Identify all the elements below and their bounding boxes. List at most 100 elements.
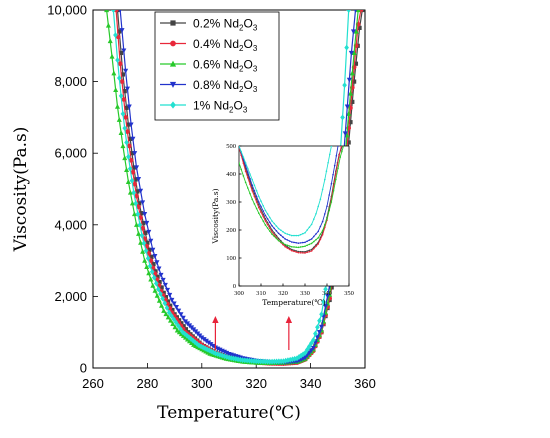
inset-series-point xyxy=(328,209,331,212)
main-series-point xyxy=(129,177,135,184)
main-series-point xyxy=(178,325,183,332)
inset-series-point xyxy=(258,204,260,206)
main-series-point xyxy=(155,274,160,279)
main-series-point xyxy=(154,260,160,266)
legend-marker xyxy=(169,81,177,88)
inset-series-point xyxy=(280,229,282,231)
main-axis-ticks: 260 280 300 320 340 360 0 2,000 4,000 6,000 8,000 1… xyxy=(47,3,376,392)
main-series-point xyxy=(313,330,318,337)
inset-series-point xyxy=(310,250,313,252)
main-series-point xyxy=(311,337,316,344)
main-series-point xyxy=(125,179,131,184)
main-series-point xyxy=(251,358,257,364)
inset-series-point xyxy=(297,246,300,249)
inset-series-point xyxy=(255,198,258,200)
inset-series-point xyxy=(315,238,317,241)
main-series-point xyxy=(160,277,166,283)
inset-series-point xyxy=(330,201,333,203)
main-series-point xyxy=(129,151,135,156)
inset-series-point xyxy=(306,240,309,242)
inset-series-point xyxy=(262,215,265,218)
main-series-point xyxy=(141,240,147,247)
main-series-point xyxy=(118,10,122,13)
inset-series-point xyxy=(340,146,343,147)
main-series-point xyxy=(130,136,136,142)
main-series-point xyxy=(203,338,209,344)
inset-series-point xyxy=(327,162,329,164)
inset-series-point xyxy=(339,156,342,158)
main-series-point xyxy=(124,86,130,92)
main-series-point xyxy=(194,340,200,347)
inset-series-point xyxy=(299,242,302,244)
main-series-point xyxy=(148,238,154,244)
inset-series-point xyxy=(249,192,251,195)
inset-series-point xyxy=(295,250,298,252)
inset-series-point xyxy=(291,241,293,243)
main-series-point xyxy=(168,303,173,308)
inset-series-point xyxy=(284,238,287,240)
inset-series-point xyxy=(264,224,267,226)
inset-series-point xyxy=(260,216,262,218)
main-series-point xyxy=(162,282,168,288)
inset-series-point xyxy=(247,167,249,170)
inset-series-point xyxy=(308,249,311,252)
main-series-point xyxy=(350,29,356,35)
inset-series-point xyxy=(262,213,265,215)
legend-label: 0.2% Nd2O3 xyxy=(193,17,258,33)
inset-series-point xyxy=(247,187,249,189)
inset-series-point xyxy=(286,233,289,235)
main-x-tick-label: 360 xyxy=(354,376,376,391)
main-series-point xyxy=(135,189,140,194)
main-series-point xyxy=(210,343,216,349)
legend-item: 0.4% Nd2O3 xyxy=(160,37,258,53)
inset-series-point xyxy=(324,178,326,181)
inset-series-point xyxy=(293,246,295,248)
legend-marker xyxy=(170,20,176,26)
inset-series-point xyxy=(317,230,320,233)
inset-series-point xyxy=(293,234,295,237)
legend-marker xyxy=(170,40,176,47)
inset-series-point xyxy=(239,162,240,164)
legend: 0.2% Nd2O3 0.4% Nd2O3 0.6% Nd2O3 0.8% Nd2O3… xyxy=(154,11,280,121)
inset-series-point xyxy=(255,195,258,198)
main-series-point xyxy=(150,247,156,253)
inset-series-point xyxy=(271,229,273,231)
inset-y-tick-label: 200 xyxy=(226,227,236,234)
main-series-point xyxy=(114,103,120,109)
inset-series-group xyxy=(239,146,345,254)
inset-series-point xyxy=(313,235,315,238)
main-series-point xyxy=(119,50,124,56)
inset-series-point xyxy=(315,245,317,248)
main-series-point xyxy=(318,324,324,330)
inset-series-point xyxy=(273,235,276,238)
inset-series-point xyxy=(242,156,245,158)
main-series-point xyxy=(142,257,148,263)
inset-series-point xyxy=(336,164,339,166)
inset-series-point xyxy=(275,237,278,240)
main-series-point xyxy=(134,165,140,171)
main-series-point xyxy=(109,53,115,59)
legend-marker xyxy=(170,101,176,109)
inset-series-point xyxy=(297,250,300,253)
inset-series-point xyxy=(271,220,273,222)
main-x-tick-label: 260 xyxy=(82,376,104,391)
inset-series-point xyxy=(266,218,269,220)
main-series-point xyxy=(126,104,132,110)
main-series-point xyxy=(145,240,150,245)
main-series-point xyxy=(124,105,129,110)
inset-series-point xyxy=(306,244,309,247)
arrow-head xyxy=(285,316,293,323)
inset-series-point xyxy=(284,232,287,235)
inset-y-axis-title: Viscosity(Pa.s) xyxy=(211,188,220,244)
inset-series-point xyxy=(247,171,249,173)
main-series-point xyxy=(139,211,144,216)
inset-series-point xyxy=(315,212,317,215)
main-series-point xyxy=(357,25,362,30)
main-series-point xyxy=(105,22,111,28)
inset-series-point xyxy=(308,226,311,228)
inset-series-point xyxy=(306,250,309,252)
arrow-head xyxy=(212,316,219,323)
main-series-point xyxy=(340,114,345,121)
inset-series-point xyxy=(266,223,269,226)
inset-series-point xyxy=(304,252,306,254)
